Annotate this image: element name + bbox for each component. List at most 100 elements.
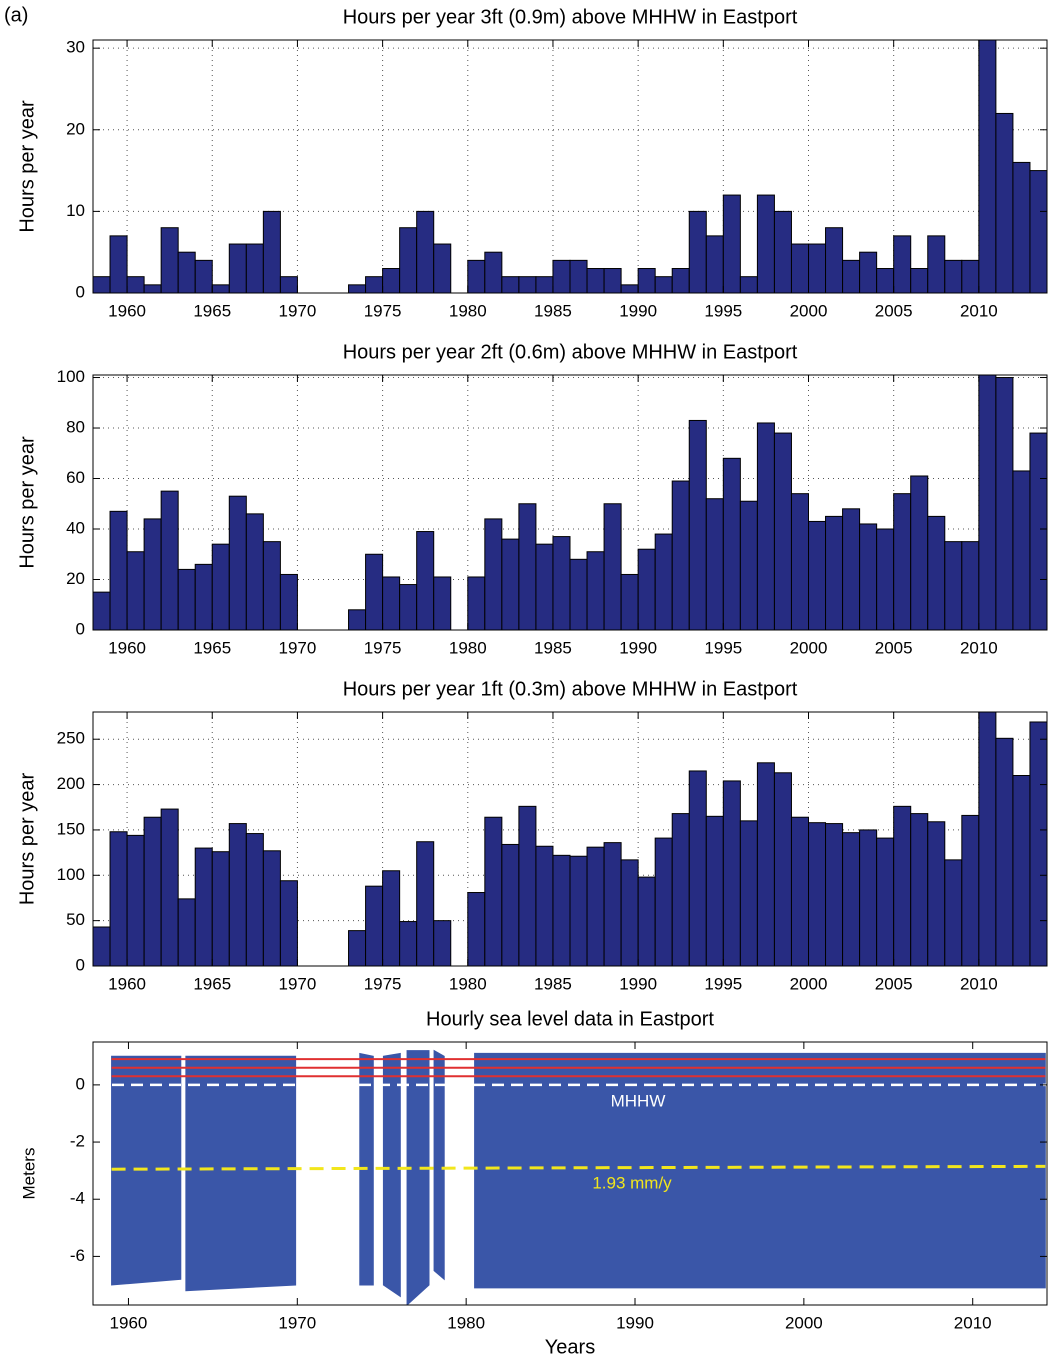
mhhw-label: MHHW	[611, 1091, 666, 1110]
bar	[109, 831, 128, 966]
x-tick-label: 2010	[960, 301, 998, 320]
bar	[654, 276, 673, 293]
y-tick-label: 0	[76, 619, 85, 638]
x-tick-label: 1980	[449, 301, 487, 320]
bar	[842, 508, 861, 630]
sea-level-band	[382, 1052, 401, 1298]
bar	[518, 805, 537, 966]
axes-frame	[92, 1041, 1048, 1306]
bar	[194, 563, 213, 630]
bar	[416, 210, 435, 293]
bar	[1012, 161, 1031, 293]
y-tick-label: -2	[70, 1132, 85, 1151]
bar	[1029, 170, 1047, 293]
y-tick-label: 0	[76, 1074, 85, 1093]
x-tick-label: 1970	[279, 974, 317, 993]
bar	[910, 268, 929, 293]
x-tick-label: 1960	[108, 974, 146, 993]
bar	[1029, 432, 1047, 630]
bar	[586, 551, 605, 630]
bar	[842, 259, 861, 293]
y-tick-label: 100	[57, 865, 85, 884]
bar	[365, 276, 384, 293]
y-axis-label: Meters	[19, 1148, 38, 1200]
bar	[808, 520, 827, 630]
y-tick-label: 0	[76, 955, 85, 974]
bar	[739, 500, 758, 630]
bar	[876, 268, 895, 293]
y-tick-label: -4	[70, 1189, 85, 1208]
y-tick-label: 200	[57, 774, 85, 793]
bar	[194, 259, 213, 293]
bar	[535, 543, 554, 630]
x-tick-label: 2005	[875, 638, 913, 657]
bar	[773, 772, 792, 966]
bar	[671, 813, 690, 966]
bar	[705, 815, 724, 966]
bar	[808, 822, 827, 966]
bar	[399, 921, 418, 966]
bar	[399, 584, 418, 630]
bar	[552, 854, 571, 966]
bar	[893, 493, 912, 630]
bar	[1012, 470, 1031, 630]
bar	[825, 823, 844, 966]
y-tick-label: 20	[66, 119, 85, 138]
bar	[501, 538, 520, 630]
bar	[109, 235, 128, 293]
bar	[433, 920, 452, 966]
bar	[228, 243, 247, 293]
bar	[859, 829, 878, 966]
bar	[160, 227, 179, 293]
bar	[262, 541, 281, 630]
bar	[535, 845, 554, 966]
x-tick-label: 1960	[108, 301, 146, 320]
bar	[279, 573, 298, 630]
bar	[126, 276, 145, 293]
bar	[671, 268, 690, 293]
bar	[245, 243, 264, 293]
y-tick-label: 80	[66, 418, 85, 437]
x-tick-label: 1975	[364, 638, 402, 657]
bar	[177, 898, 196, 966]
x-tick-label: 1995	[704, 301, 742, 320]
x-tick-label: 2005	[875, 301, 913, 320]
bar	[194, 847, 213, 966]
x-tick-label: 1965	[193, 974, 231, 993]
bar	[348, 930, 367, 966]
trend-line	[111, 1164, 1046, 1171]
x-tick-label: 1975	[364, 301, 402, 320]
bar	[790, 243, 810, 293]
bar	[484, 518, 503, 630]
x-tick-label: 1970	[278, 1313, 316, 1332]
y-axis-label: Hours per year	[16, 773, 38, 906]
bar	[467, 892, 486, 966]
bar	[654, 533, 673, 630]
bar	[893, 805, 912, 966]
bar	[348, 284, 367, 293]
bar	[978, 712, 997, 966]
bar	[620, 859, 639, 966]
bar	[586, 846, 605, 966]
trend-label: 1.93 mm/y	[592, 1173, 672, 1192]
bar	[978, 40, 997, 293]
bar	[416, 531, 435, 630]
sea-level-band	[433, 1049, 445, 1281]
y-tick-label: 10	[66, 201, 85, 220]
bar	[211, 851, 230, 966]
x-tick-label: 2000	[790, 974, 828, 993]
bar	[859, 251, 878, 293]
bar	[1012, 775, 1031, 966]
bar	[228, 495, 247, 630]
x-tick-label: 1990	[619, 638, 657, 657]
bar	[739, 276, 758, 293]
bar	[825, 515, 844, 630]
bar	[705, 498, 724, 630]
x-tick-label: 1960	[110, 1313, 148, 1332]
bar	[245, 833, 264, 966]
bar	[552, 259, 571, 293]
x-axis-label: Years	[545, 1336, 595, 1358]
y-tick-label: -6	[70, 1246, 85, 1265]
bar	[262, 850, 281, 966]
